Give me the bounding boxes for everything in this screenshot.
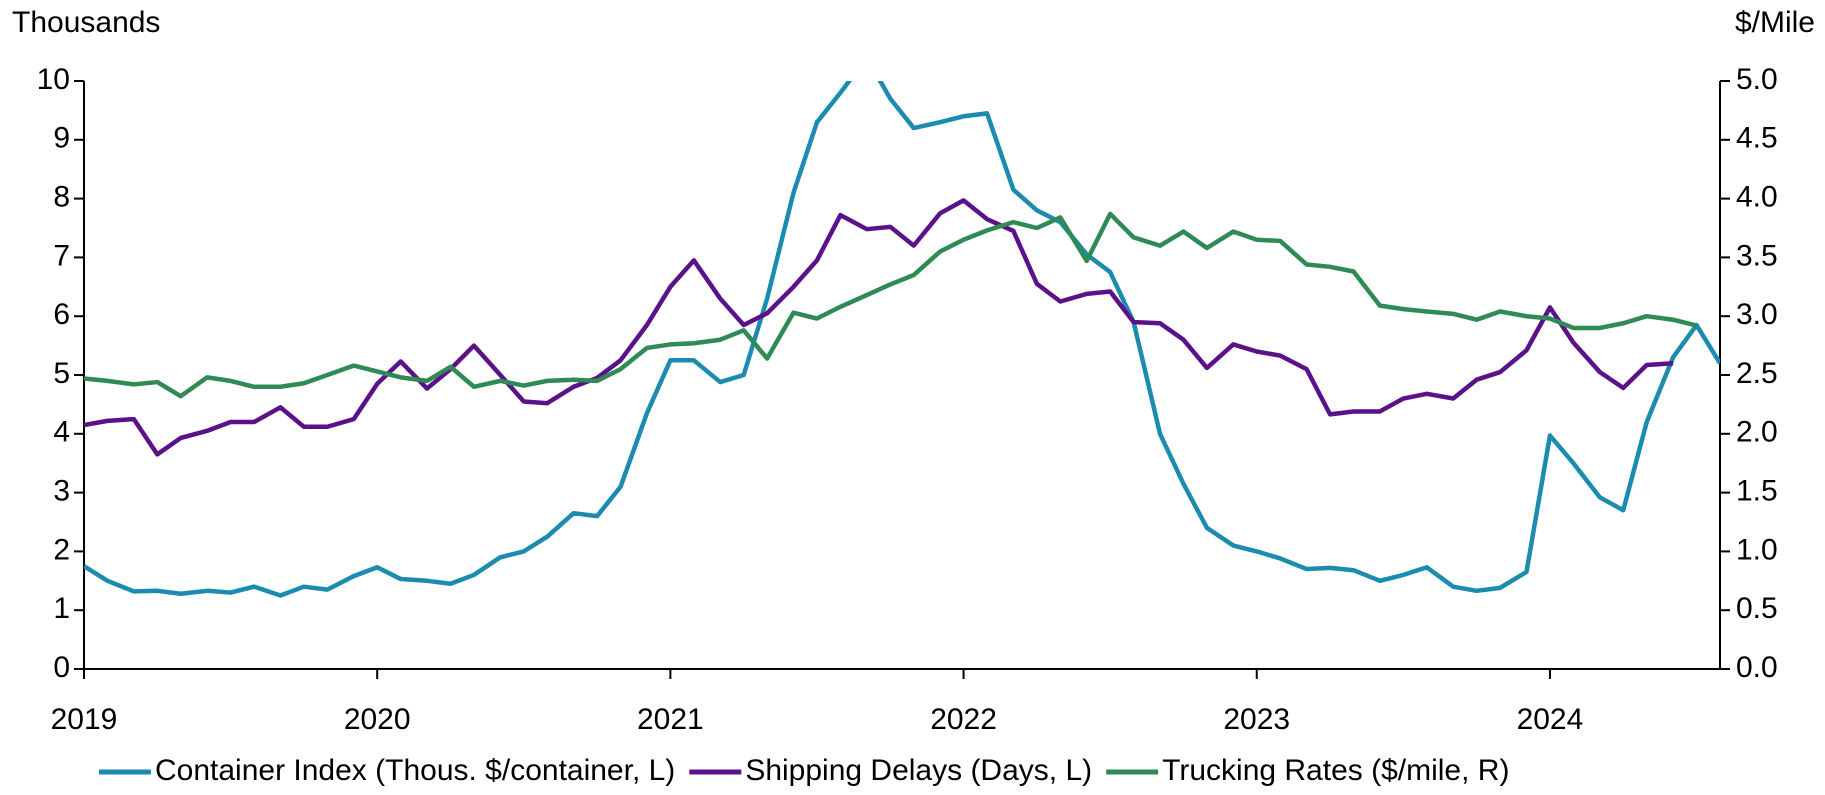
legend-label: Container Index (Thous. $/container, L) — [155, 754, 675, 787]
x-tick-label: 2019 — [51, 703, 118, 736]
y-tick-label: 4 — [53, 416, 70, 449]
y2-tick-label: 0.5 — [1736, 592, 1778, 625]
y2-tick-label: 4.5 — [1736, 122, 1778, 155]
y2-tick-label: 2.5 — [1736, 357, 1778, 390]
y-tick-label: 9 — [53, 122, 70, 155]
y2-axis-title: $/Mile — [1735, 6, 1815, 39]
y2-tick-label: 1.0 — [1736, 533, 1778, 566]
y-axis-title: Thousands — [12, 6, 160, 39]
y-tick-label: 10 — [37, 63, 70, 96]
y2-tick-label: 0.0 — [1736, 651, 1778, 684]
plot-area — [84, 81, 1720, 598]
legend: Container Index (Thous. $/container, L) S… — [99, 754, 1509, 787]
y-tick-label: 6 — [53, 298, 70, 331]
y-tick-label: 5 — [53, 357, 70, 390]
y2-tick-label: 1.5 — [1736, 475, 1778, 508]
y2-tick-label: 2.0 — [1736, 416, 1778, 449]
y-tick-label: 8 — [53, 181, 70, 214]
series-line — [84, 81, 1720, 598]
legend-label: Shipping Delays (Days, L) — [745, 754, 1092, 787]
y2-tick-label: 4.0 — [1736, 181, 1778, 214]
y2-tick-label: 5.0 — [1736, 63, 1778, 96]
y2-tick-label: 3.0 — [1736, 298, 1778, 331]
y-tick-label: 2 — [53, 533, 70, 566]
y-tick-label: 0 — [53, 651, 70, 684]
legend-label: Trucking Rates ($/mile, R) — [1162, 754, 1509, 787]
y-tick-label: 1 — [53, 592, 70, 625]
y-tick-label: 3 — [53, 475, 70, 508]
y-tick-label: 7 — [53, 239, 70, 272]
x-tick-label: 2020 — [344, 703, 411, 736]
x-tick-label: 2022 — [930, 703, 997, 736]
series-line — [84, 198, 1674, 457]
x-tick-label: 2024 — [1517, 703, 1584, 736]
x-tick-label: 2023 — [1223, 703, 1290, 736]
y2-tick-label: 3.5 — [1736, 239, 1778, 272]
series-line — [84, 211, 1698, 399]
x-tick-label: 2021 — [637, 703, 704, 736]
